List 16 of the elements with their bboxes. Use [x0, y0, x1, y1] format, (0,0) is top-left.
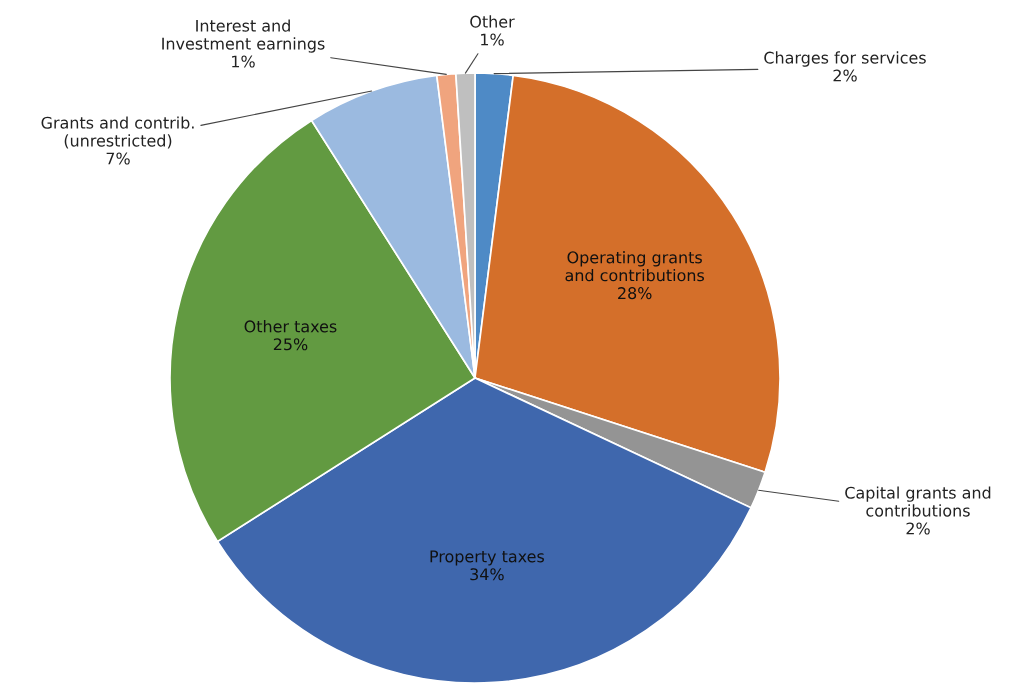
slice-label: Other: [470, 15, 515, 28]
data-label: 1%: [232, 55, 255, 68]
data-label: 2%: [906, 522, 930, 535]
data-label: 34%: [470, 568, 504, 581]
slice-label: Operating grants and contributions: [565, 251, 705, 282]
slice-label: Interest and Investment earnings: [162, 19, 325, 53]
data-label: 7%: [106, 152, 130, 165]
slice-label: Other taxes: [244, 320, 337, 333]
data-label: 1%: [481, 33, 504, 46]
slice-label: Capital grants and contributions: [845, 486, 991, 517]
slice-label: Property taxes: [430, 550, 544, 566]
data-label: 28%: [618, 287, 652, 300]
slice-label: Grants and contrib. (unrestricted): [41, 116, 194, 149]
data-label: 2%: [833, 69, 857, 82]
slice-label: Charges for services: [764, 51, 926, 67]
data-label: 25%: [273, 338, 308, 351]
